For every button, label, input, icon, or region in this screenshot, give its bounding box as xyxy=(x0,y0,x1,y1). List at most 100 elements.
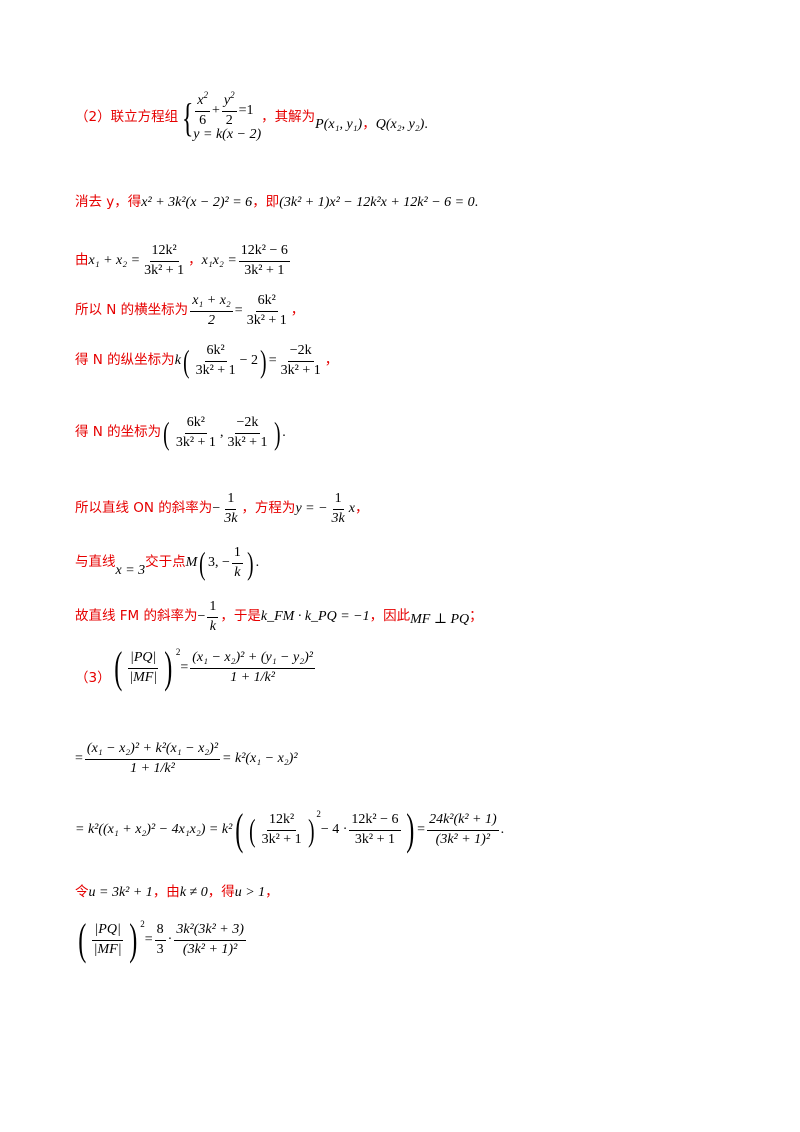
line-part3: （3） ( |PQ| |MF| ) 2 = (x₁ − x₂)² + (y₁ − … xyxy=(75,643,315,692)
ny-val-num: −2k xyxy=(287,343,314,362)
nx-val-den: 3k² + 1 xyxy=(246,312,287,328)
text-ji: ，即 xyxy=(252,194,280,211)
point-Q: Q(x₂, y₂) xyxy=(375,117,425,133)
line-eq-x: x xyxy=(348,501,355,517)
text-zuobiao: 得 N 的坐标为 xyxy=(75,424,162,441)
text-you: 由 xyxy=(75,252,89,269)
perp-statement: MF ⊥ PQ xyxy=(410,612,470,628)
f-f2-den: (3k² + 1)² xyxy=(182,941,238,957)
sum-num: 12k² xyxy=(149,243,179,262)
nx-num: x₁ + x₂ xyxy=(190,293,233,312)
f-f1-den: 3 xyxy=(156,941,164,957)
u-gt-1: u > 1 xyxy=(234,885,266,900)
text-de: ，得 xyxy=(207,884,235,901)
sum-label: x₁ + x₂ = xyxy=(88,253,141,269)
text-fangcheng: ，方程为 xyxy=(241,500,296,517)
nc-y-num: −2k xyxy=(234,415,261,434)
text-xiaoqu: 消去 y，得 xyxy=(75,194,142,211)
text-part3: （3） xyxy=(75,670,111,687)
prod-den: 3k² + 1 xyxy=(244,262,285,278)
e-f3-den: (3k² + 1)² xyxy=(435,831,491,847)
text-hengzuobiao: 所以 N 的横坐标为 xyxy=(75,302,189,319)
k-nonzero: k ≠ 0 xyxy=(179,885,208,900)
ratio-num: |PQ| xyxy=(128,650,159,669)
nc-x-den: 3k² + 1 xyxy=(175,434,216,450)
equation-system: x2 6 + y2 2 =1 y = k(x − 2) xyxy=(193,90,262,143)
ny-val-den: 3k² + 1 xyxy=(280,362,321,378)
line-n-coord: 得 N 的坐标为 ( 6k² 3k² + 1 , −2k 3k² + 1 ) . xyxy=(75,415,286,452)
slope-product: k_FM · k_PQ = −1 xyxy=(260,609,370,625)
text-ling: 令 xyxy=(75,884,89,901)
line-eq-den: 3k xyxy=(331,510,345,526)
line-eliminate: 消去 y，得 x² + 3k²(x − 2)² = 6 ，即 (3k² + 1)… xyxy=(75,194,479,211)
line-x3: x = 3 xyxy=(115,563,146,579)
prod-label: x₁x₂ = xyxy=(201,253,237,269)
p3-num: (x₁ − x₂)² + (y₁ − y₂)² xyxy=(190,650,315,669)
text-xielv: 所以直线 ON 的斜率为 xyxy=(75,500,213,517)
nx-val-num: 6k² xyxy=(255,293,278,312)
p3-den: 1 + 1/k² xyxy=(230,669,275,685)
f-ratio-num: |PQ| xyxy=(92,922,123,941)
fm-den: k xyxy=(209,618,217,634)
ny-num: 6k² xyxy=(204,343,227,362)
slope-den: 3k xyxy=(224,510,238,526)
fm-num: 1 xyxy=(207,599,219,618)
e-f2-num: 12k² − 6 xyxy=(349,812,401,831)
eq-substituted: x² + 3k²(x − 2)² = 6 xyxy=(141,195,253,210)
e-mid: − 4 · xyxy=(320,822,348,837)
line-eq-num: 1 xyxy=(332,491,344,510)
eq1-den2: 2 xyxy=(225,112,233,128)
m-num: 1 xyxy=(231,545,243,564)
ratio-den: |MF| xyxy=(129,669,158,685)
minus-two: − 2 xyxy=(239,353,259,369)
f-f1-num: 8 xyxy=(154,922,166,941)
point-M: M xyxy=(185,555,198,571)
line-substitute-u: 令 u = 3k² + 1 ，由 k ≠ 0 ，得 u > 1 ， xyxy=(75,884,279,901)
line-eq: y = − xyxy=(295,501,328,517)
text-fm-xielv: 故直线 FM 的斜率为 xyxy=(75,608,198,625)
s-den: 1 + 1/k² xyxy=(130,760,175,776)
e-lhs: = k²((x₁ + x₂)² − 4x₁x₂) = k² xyxy=(75,822,233,837)
nc-y-den: 3k² + 1 xyxy=(227,434,268,450)
text-yinci: ，因此 xyxy=(369,608,411,625)
e-f2-den: 3k² + 1 xyxy=(354,831,395,847)
left-brace: { xyxy=(181,95,194,141)
text-yushi: ，于是 xyxy=(220,608,261,625)
nx-den: 2 xyxy=(207,312,215,328)
eq1-rhs: =1 xyxy=(238,103,254,119)
m-x: 3, − xyxy=(208,555,230,571)
text-lianli: （2）联立方程组 xyxy=(75,109,179,126)
line-simplify: = (x₁ − x₂)² + k²(x₁ − x₂)² 1 + 1/k² = k²… xyxy=(75,741,298,776)
e-f1-num: 12k² xyxy=(267,812,297,831)
f-f2-num: 3k²(3k² + 3) xyxy=(174,922,246,941)
eq1-num1: x xyxy=(197,93,204,108)
s-rhs: = k²(x₁ − x₂)² xyxy=(222,751,298,767)
line-vieta: 由 x₁ + x₂ = 12k² 3k² + 1 ， x₁x₂ = 12k² − … xyxy=(75,243,290,278)
m-den: k xyxy=(234,564,241,580)
line-expand: = k²((x₁ + x₂)² − 4x₁x₂) = k² ( ( 12k² 3k… xyxy=(75,805,505,854)
text-yuzhixian: 与直线 xyxy=(75,554,116,571)
prod-num: 12k² − 6 xyxy=(238,243,290,262)
f-ratio-den: |MF| xyxy=(93,941,122,957)
line-n-y: 得 N 的纵坐标为 k ( 6k² 3k² + 1 − 2 ) = −2k 3k² … xyxy=(75,343,339,380)
line-on-slope: 所以直线 ON 的斜率为 − 1 3k ，方程为 y = − 1 3k x ， xyxy=(75,491,369,526)
point-P: P(x₁, y₁) xyxy=(315,117,363,133)
sum-den: 3k² + 1 xyxy=(144,262,185,278)
ny-den: 3k² + 1 xyxy=(195,362,236,378)
eq1-den1: 6 xyxy=(199,112,207,128)
text-qijie: ，其解为 xyxy=(261,109,316,126)
line-system: （2）联立方程组 { x2 6 + y2 2 =1 y = k(x − 2) ，其解… xyxy=(75,90,428,143)
line-n-x: 所以 N 的横坐标为 x₁ + x₂ 2 = 6k² 3k² + 1 ， xyxy=(75,293,305,328)
u-def: u = 3k² + 1 xyxy=(88,885,153,900)
eq1-num2: y xyxy=(223,93,231,108)
text-jiaoyudian: 交于点 xyxy=(145,554,186,571)
k-factor: k xyxy=(174,353,181,369)
nc-x-num: 6k² xyxy=(184,415,207,434)
text-you2: ，由 xyxy=(152,884,180,901)
text-zongzuobiao: 得 N 的纵坐标为 xyxy=(75,352,175,369)
eq2: y = k(x − 2) xyxy=(193,127,262,143)
slope-num: 1 xyxy=(225,491,237,510)
